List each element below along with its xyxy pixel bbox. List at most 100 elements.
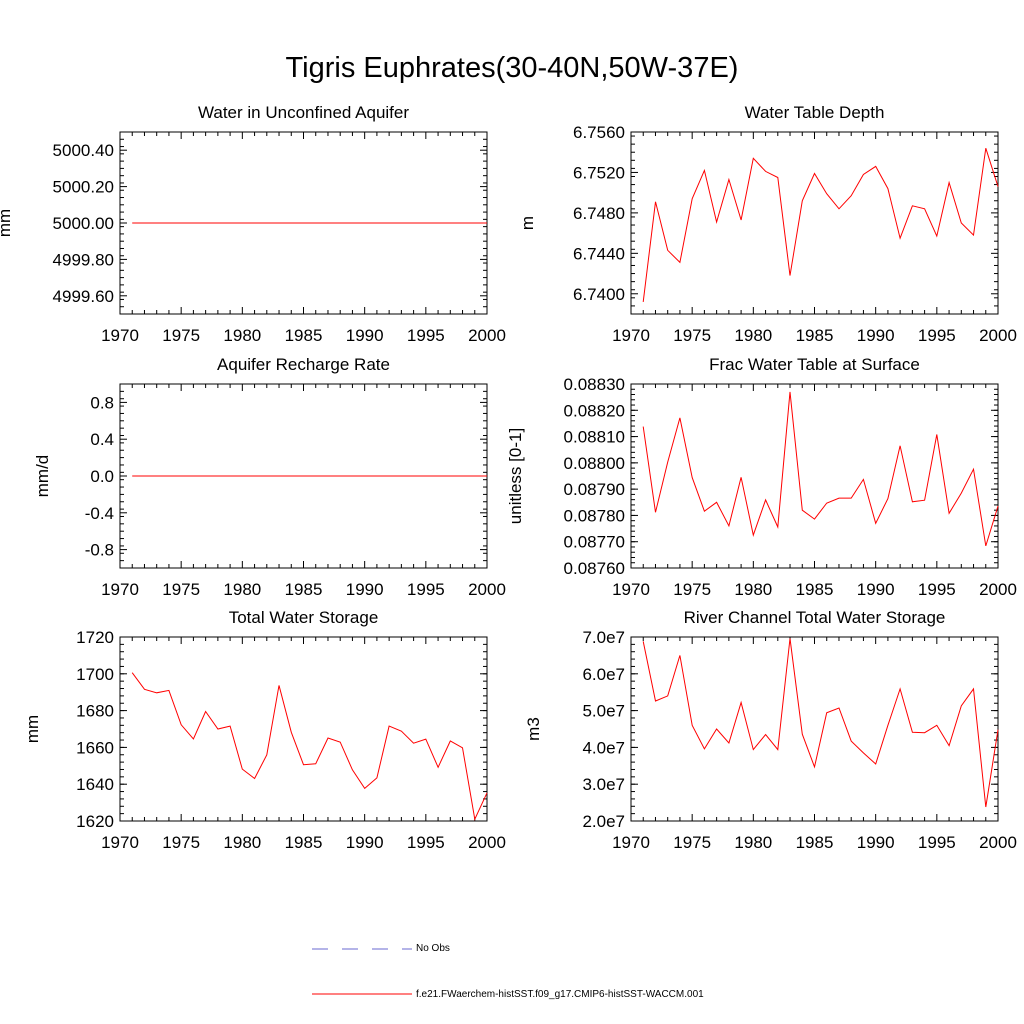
y-tick-label: 0.4 xyxy=(90,430,114,449)
x-tick-label: 1990 xyxy=(346,580,384,599)
y-tick-label: -0.8 xyxy=(85,541,114,560)
y-tick-label: 4999.60 xyxy=(53,287,114,306)
x-tick-label: 2000 xyxy=(468,580,506,599)
x-tick-label: 2000 xyxy=(468,833,506,852)
panel-title: River Channel Total Water Storage xyxy=(684,608,946,627)
legend-obs-line xyxy=(312,948,412,950)
x-tick-label: 1995 xyxy=(407,580,445,599)
y-tick-label: 0.08810 xyxy=(564,428,625,447)
y-tick-label: 5.0e7 xyxy=(582,702,625,721)
panel-title: Water Table Depth xyxy=(745,103,885,122)
panel-3: 1970 1975 1980 1985 1990 1995 2000 -0.8 -0.4 0.0 0… xyxy=(33,355,506,599)
panel-title: Frac Water Table at Surface xyxy=(709,355,920,374)
x-tick-label: 1970 xyxy=(612,580,650,599)
y-tick-label: 4.0e7 xyxy=(582,738,625,757)
panel-6: 1970 1975 1980 1985 1990 1995 2000 2.0e7 3.0e7 4.… xyxy=(524,608,1017,852)
x-tick-label: 1990 xyxy=(857,580,895,599)
panel-2: 1970 1975 1980 1985 1990 1995 2000 6.7400 6.7440… xyxy=(518,103,1017,345)
y-tick-label: 6.7520 xyxy=(573,163,625,182)
x-tick-label: 1970 xyxy=(101,580,139,599)
series-line xyxy=(642,148,999,302)
x-tick-label: 2000 xyxy=(468,326,506,345)
y-tick-label: 6.7400 xyxy=(573,285,625,304)
x-tick-label: 1980 xyxy=(223,326,261,345)
plot-frame xyxy=(119,636,488,822)
series-line xyxy=(642,391,999,547)
legend-model-label: f.e21.FWaerchem-histSST.f09_g17.CMIP6-hi… xyxy=(416,989,704,1000)
y-tick-label: 1620 xyxy=(76,812,114,831)
y-tick-label: 5000.00 xyxy=(53,214,114,233)
x-tick-label: 1990 xyxy=(857,833,895,852)
y-axis-label: mm/d xyxy=(33,455,52,498)
x-tick-label: 1985 xyxy=(285,833,323,852)
x-tick-label: 1980 xyxy=(223,833,261,852)
y-tick-label: 1720 xyxy=(76,628,114,647)
y-axis-label: mm xyxy=(0,209,14,237)
x-tick-label: 2000 xyxy=(979,326,1017,345)
x-tick-label: 1985 xyxy=(285,580,323,599)
x-tick-label: 1970 xyxy=(101,326,139,345)
x-tick-label: 1995 xyxy=(407,326,445,345)
y-axis-label: unitless [0-1] xyxy=(506,428,525,524)
x-tick-label: 1970 xyxy=(612,833,650,852)
y-tick-label: 1680 xyxy=(76,702,114,721)
x-tick-label: 1980 xyxy=(734,833,772,852)
panel-title: Total Water Storage xyxy=(229,608,379,627)
panel-4: 1970 1975 1980 1985 1990 1995 2000 0.08760 0.087… xyxy=(506,355,1017,599)
y-tick-label: 0.08760 xyxy=(564,559,625,578)
y-tick-label: 6.0e7 xyxy=(582,665,625,684)
y-tick-label: 0.08820 xyxy=(564,401,625,420)
y-tick-label: 6.7440 xyxy=(573,244,625,263)
series-line xyxy=(131,672,488,821)
panel-1: 1970 1975 1980 1985 1990 1995 2000 4999.60 4999.… xyxy=(0,103,506,345)
main-title: Tigris Euphrates(30-40N,50W-37E) xyxy=(285,52,739,84)
y-tick-label: 0.0 xyxy=(90,467,114,486)
y-axis-label: m xyxy=(518,216,537,230)
x-tick-label: 1980 xyxy=(734,580,772,599)
y-tick-label: 0.08770 xyxy=(564,533,625,552)
x-tick-label: 1995 xyxy=(918,833,956,852)
x-tick-label: 1975 xyxy=(162,326,200,345)
x-tick-label: 1975 xyxy=(162,580,200,599)
y-tick-label: 0.8 xyxy=(90,393,114,412)
y-tick-label: 2.0e7 xyxy=(582,812,625,831)
panel-title: Aquifer Recharge Rate xyxy=(217,355,390,374)
x-tick-label: 1975 xyxy=(673,580,711,599)
x-tick-label: 1975 xyxy=(673,326,711,345)
x-tick-label: 1990 xyxy=(346,326,384,345)
y-axis-label: m3 xyxy=(524,717,543,741)
plot-frame xyxy=(630,636,999,822)
x-tick-label: 1970 xyxy=(612,326,650,345)
x-tick-label: 1980 xyxy=(223,580,261,599)
y-tick-label: -0.4 xyxy=(85,504,114,523)
y-axis-label: mm xyxy=(23,715,42,743)
y-tick-label: 0.08780 xyxy=(564,506,625,525)
y-tick-label: 7.0e7 xyxy=(582,628,625,647)
x-tick-label: 2000 xyxy=(979,833,1017,852)
x-tick-label: 1990 xyxy=(857,326,895,345)
y-tick-label: 6.7560 xyxy=(573,123,625,142)
legend-obs-label: No Obs xyxy=(416,943,450,954)
x-tick-label: 1985 xyxy=(796,833,834,852)
y-tick-label: 1700 xyxy=(76,665,114,684)
y-tick-label: 5000.20 xyxy=(53,178,114,197)
panel-5: 1970 1975 1980 1985 1990 1995 2000 1620 1640 1660… xyxy=(23,608,506,852)
y-tick-label: 6.7480 xyxy=(573,204,625,223)
x-tick-label: 1990 xyxy=(346,833,384,852)
y-tick-label: 1660 xyxy=(76,738,114,757)
x-tick-label: 1985 xyxy=(285,326,323,345)
x-tick-label: 1975 xyxy=(162,833,200,852)
plot-frame xyxy=(630,131,999,315)
y-tick-label: 1640 xyxy=(76,775,114,794)
y-tick-label: 5000.40 xyxy=(53,141,114,160)
y-tick-label: 0.08830 xyxy=(564,375,625,394)
y-tick-label: 3.0e7 xyxy=(582,775,625,794)
legend-model-line xyxy=(312,993,412,995)
x-tick-label: 1995 xyxy=(918,326,956,345)
x-tick-label: 1985 xyxy=(796,326,834,345)
x-tick-label: 1985 xyxy=(796,580,834,599)
y-tick-label: 4999.80 xyxy=(53,250,114,269)
panel-title: Water in Unconfined Aquifer xyxy=(198,103,409,122)
x-tick-label: 1975 xyxy=(673,833,711,852)
